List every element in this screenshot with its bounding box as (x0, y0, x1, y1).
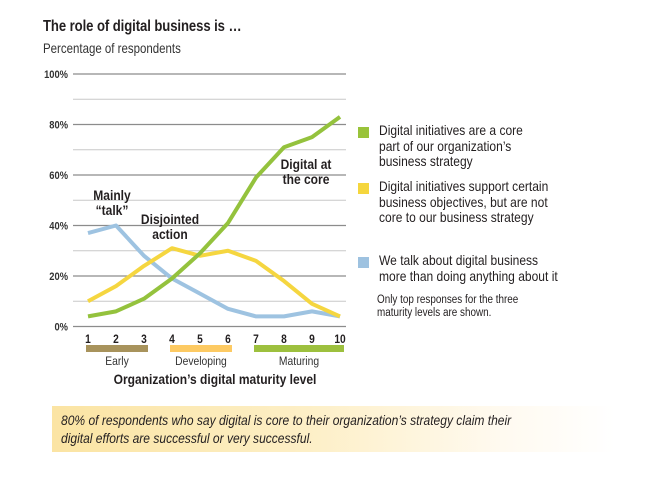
chart-title: The role of digital business is … (43, 18, 242, 35)
legend-text: We talk about digital business (379, 252, 539, 268)
x-axis-label: Organization’s digital maturity level (114, 371, 317, 387)
yellow-swatch-icon (358, 183, 369, 194)
series-line (87, 115, 342, 319)
x-tick-label: 5 (197, 333, 203, 346)
annotation-label: action (152, 226, 187, 242)
chart-subtitle: Percentage of respondents (43, 40, 181, 56)
y-tick-label: 80% (49, 120, 68, 132)
maturity-bands: Early Developing Maturing (86, 345, 344, 368)
maturity-band-label: Early (105, 355, 129, 368)
blue-swatch-icon (358, 257, 369, 268)
y-tick-label: 60% (49, 170, 68, 182)
maturity-band-bar (86, 345, 148, 352)
x-tick-label: 10 (334, 333, 345, 346)
x-tick-label: 4 (169, 333, 175, 346)
legend-text: core to our business strategy (379, 209, 534, 225)
legend-text: part of our organization’s (379, 137, 512, 154)
x-tick-label: 1 (85, 333, 91, 346)
annotation-label: Digital at (281, 156, 332, 172)
x-tick-label: 2 (113, 333, 119, 346)
legend-text: business strategy (379, 153, 473, 169)
y-tick-label: 100% (44, 69, 68, 81)
legend-text: Digital initiatives are a core (379, 122, 523, 138)
x-tick-label: 8 (281, 333, 287, 346)
annotation-label: “talk” (96, 202, 129, 218)
maturity-band-bar (170, 345, 232, 352)
legend-text: business objectives, but are not (379, 193, 548, 210)
x-axis-ticks: 1 2 3 4 5 6 7 8 9 10 (85, 333, 346, 346)
series-line (87, 223, 341, 319)
callout-box: 80% of respondents who say digital is co… (52, 406, 615, 452)
gridlines (73, 73, 346, 328)
x-tick-label: 6 (225, 333, 231, 346)
y-tick-label: 40% (49, 221, 68, 233)
chart-footnote: Only top responses for the three maturit… (377, 294, 519, 319)
maturity-band-bar (254, 345, 344, 352)
y-tick-label: 20% (49, 271, 68, 283)
series-lines (87, 115, 342, 319)
maturity-band-label: Maturing (279, 355, 319, 368)
x-tick-label: 3 (141, 333, 147, 346)
callout-text: 80% of respondents who say digital is co… (61, 412, 512, 446)
annotation-label: Mainly (93, 187, 131, 203)
y-tick-label: 0% (55, 322, 68, 334)
annotation-label: the core (283, 171, 330, 187)
y-axis-ticks: 0% 20% 40% 60% 80% 100% (44, 69, 68, 333)
annotation-label: Disjointed (141, 211, 199, 227)
maturity-band-label: Developing (175, 355, 227, 368)
green-swatch-icon (358, 127, 369, 138)
x-tick-label: 7 (253, 333, 259, 346)
legend-text: more than doing anything about it (379, 267, 558, 284)
series-line (87, 246, 341, 319)
x-tick-label: 9 (309, 333, 315, 346)
legend-text: Digital initiatives support certain (379, 178, 549, 194)
